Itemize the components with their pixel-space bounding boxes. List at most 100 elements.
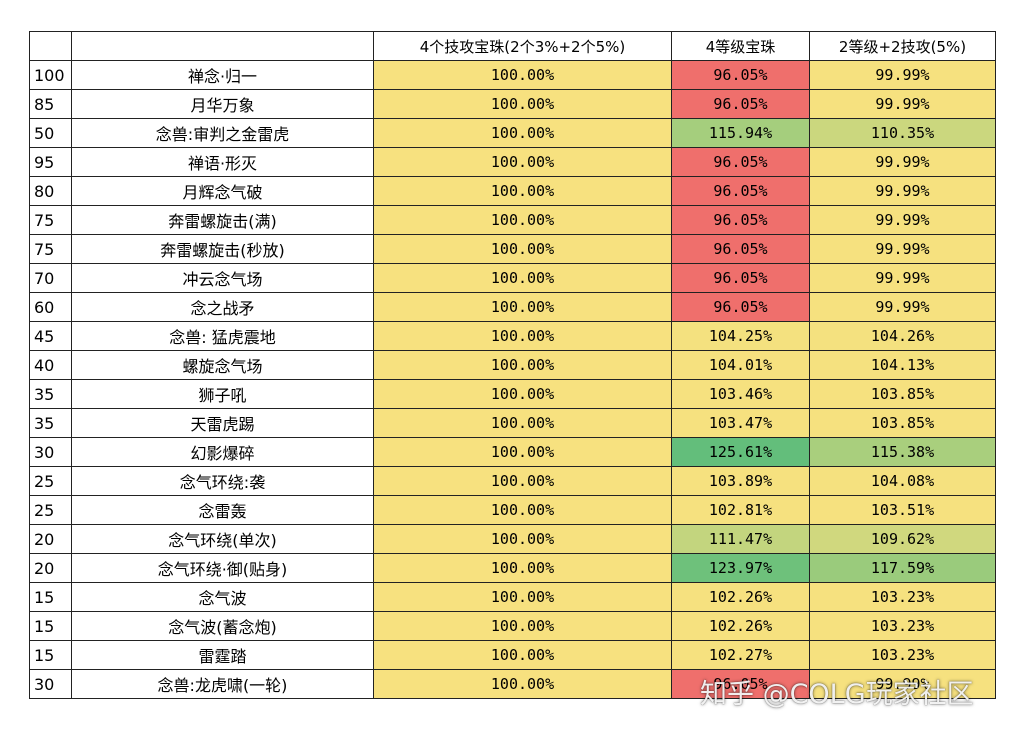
option-a-cell: 100.00% bbox=[373, 89, 672, 119]
skill-name-cell: 幻影爆碎 bbox=[71, 437, 374, 467]
table-body: 4个技攻宝珠(2个3%+2个5%) 4等级宝珠 2等级+2技攻(5%) 100 禅… bbox=[29, 31, 996, 699]
skill-name-cell: 螺旋念气场 bbox=[71, 350, 374, 380]
level-cell: 80 bbox=[29, 176, 72, 206]
skill-name-cell: 念雷轰 bbox=[71, 495, 374, 525]
option-a-cell: 100.00% bbox=[373, 524, 672, 554]
option-b-cell: 96.05% bbox=[671, 205, 810, 235]
level-cell: 35 bbox=[29, 408, 72, 438]
option-b-cell: 103.47% bbox=[671, 408, 810, 438]
option-b-cell: 111.47% bbox=[671, 524, 810, 554]
option-c-cell: 104.08% bbox=[809, 466, 996, 496]
skill-name-cell: 念兽:龙虎啸(一轮) bbox=[71, 669, 374, 699]
option-b-cell: 102.81% bbox=[671, 495, 810, 525]
table-row: 25 念气环绕:袭 100.00% 103.89% 104.08% bbox=[29, 466, 996, 496]
level-cell: 60 bbox=[29, 292, 72, 322]
skill-name-cell: 念之战矛 bbox=[71, 292, 374, 322]
option-a-cell: 100.00% bbox=[373, 582, 672, 612]
header-option-c: 2等级+2技攻(5%) bbox=[809, 31, 996, 61]
table-row: 20 念气环绕·御(贴身) 100.00% 123.97% 117.59% bbox=[29, 553, 996, 583]
option-b-cell: 96.05% bbox=[671, 669, 810, 699]
table-row: 80 月辉念气破 100.00% 96.05% 99.99% bbox=[29, 176, 996, 206]
option-b-cell: 103.89% bbox=[671, 466, 810, 496]
skill-name-cell: 狮子吼 bbox=[71, 379, 374, 409]
header-level bbox=[29, 31, 72, 61]
level-cell: 50 bbox=[29, 118, 72, 148]
table-row: 100 禅念·归一 100.00% 96.05% 99.99% bbox=[29, 60, 996, 90]
option-c-cell: 99.99% bbox=[809, 176, 996, 206]
option-c-cell: 99.99% bbox=[809, 89, 996, 119]
skill-name-cell: 奔雷螺旋击(满) bbox=[71, 205, 374, 235]
option-c-cell: 99.99% bbox=[809, 292, 996, 322]
option-b-cell: 96.05% bbox=[671, 234, 810, 264]
option-c-cell: 99.99% bbox=[809, 60, 996, 90]
option-c-cell: 99.99% bbox=[809, 263, 996, 293]
option-c-cell: 103.85% bbox=[809, 379, 996, 409]
option-c-cell: 104.13% bbox=[809, 350, 996, 380]
option-b-cell: 102.27% bbox=[671, 640, 810, 670]
skill-name-cell: 念兽: 猛虎震地 bbox=[71, 321, 374, 351]
table-row: 30 念兽:龙虎啸(一轮) 100.00% 96.05% 99.99% bbox=[29, 669, 996, 699]
skill-name-cell: 念气波 bbox=[71, 582, 374, 612]
option-a-cell: 100.00% bbox=[373, 379, 672, 409]
option-b-cell: 102.26% bbox=[671, 611, 810, 641]
option-b-cell: 96.05% bbox=[671, 263, 810, 293]
level-cell: 25 bbox=[29, 466, 72, 496]
skill-name-cell: 念兽:审判之金雷虎 bbox=[71, 118, 374, 148]
option-c-cell: 103.85% bbox=[809, 408, 996, 438]
table-row: 35 狮子吼 100.00% 103.46% 103.85% bbox=[29, 379, 996, 409]
option-a-cell: 100.00% bbox=[373, 495, 672, 525]
level-cell: 15 bbox=[29, 582, 72, 612]
header-skill bbox=[71, 31, 374, 61]
table-row: 60 念之战矛 100.00% 96.05% 99.99% bbox=[29, 292, 996, 322]
skill-name-cell: 禅念·归一 bbox=[71, 60, 374, 90]
option-b-cell: 123.97% bbox=[671, 553, 810, 583]
level-cell: 35 bbox=[29, 379, 72, 409]
option-b-cell: 96.05% bbox=[671, 292, 810, 322]
level-cell: 30 bbox=[29, 669, 72, 699]
option-c-cell: 117.59% bbox=[809, 553, 996, 583]
level-cell: 40 bbox=[29, 350, 72, 380]
option-a-cell: 100.00% bbox=[373, 263, 672, 293]
option-c-cell: 110.35% bbox=[809, 118, 996, 148]
option-c-cell: 103.51% bbox=[809, 495, 996, 525]
option-c-cell: 104.26% bbox=[809, 321, 996, 351]
option-a-cell: 100.00% bbox=[373, 350, 672, 380]
option-c-cell: 99.99% bbox=[809, 205, 996, 235]
option-c-cell: 103.23% bbox=[809, 611, 996, 641]
option-b-cell: 96.05% bbox=[671, 147, 810, 177]
option-b-cell: 102.26% bbox=[671, 582, 810, 612]
skill-name-cell: 天雷虎踢 bbox=[71, 408, 374, 438]
level-cell: 100 bbox=[29, 60, 72, 90]
option-c-cell: 103.23% bbox=[809, 640, 996, 670]
option-c-cell: 109.62% bbox=[809, 524, 996, 554]
option-c-cell: 103.23% bbox=[809, 582, 996, 612]
table-row: 50 念兽:审判之金雷虎 100.00% 115.94% 110.35% bbox=[29, 118, 996, 148]
level-cell: 25 bbox=[29, 495, 72, 525]
option-a-cell: 100.00% bbox=[373, 611, 672, 641]
option-a-cell: 100.00% bbox=[373, 205, 672, 235]
table-row: 15 念气波 100.00% 102.26% 103.23% bbox=[29, 582, 996, 612]
option-b-cell: 104.25% bbox=[671, 321, 810, 351]
skill-name-cell: 念气环绕:袭 bbox=[71, 466, 374, 496]
table-row: 70 冲云念气场 100.00% 96.05% 99.99% bbox=[29, 263, 996, 293]
level-cell: 20 bbox=[29, 553, 72, 583]
skill-name-cell: 月辉念气破 bbox=[71, 176, 374, 206]
skill-name-cell: 奔雷螺旋击(秒放) bbox=[71, 234, 374, 264]
table-row: 45 念兽: 猛虎震地 100.00% 104.25% 104.26% bbox=[29, 321, 996, 351]
level-cell: 20 bbox=[29, 524, 72, 554]
level-cell: 15 bbox=[29, 640, 72, 670]
option-c-cell: 115.38% bbox=[809, 437, 996, 467]
option-a-cell: 100.00% bbox=[373, 147, 672, 177]
option-a-cell: 100.00% bbox=[373, 234, 672, 264]
level-cell: 70 bbox=[29, 263, 72, 293]
option-a-cell: 100.00% bbox=[373, 408, 672, 438]
option-a-cell: 100.00% bbox=[373, 292, 672, 322]
option-c-cell: 99.99% bbox=[809, 234, 996, 264]
table-row: 30 幻影爆碎 100.00% 125.61% 115.38% bbox=[29, 437, 996, 467]
level-cell: 15 bbox=[29, 611, 72, 641]
option-b-cell: 96.05% bbox=[671, 60, 810, 90]
skill-name-cell: 念气波(蓄念炮) bbox=[71, 611, 374, 641]
table-row: 40 螺旋念气场 100.00% 104.01% 104.13% bbox=[29, 350, 996, 380]
option-a-cell: 100.00% bbox=[373, 60, 672, 90]
option-b-cell: 96.05% bbox=[671, 176, 810, 206]
